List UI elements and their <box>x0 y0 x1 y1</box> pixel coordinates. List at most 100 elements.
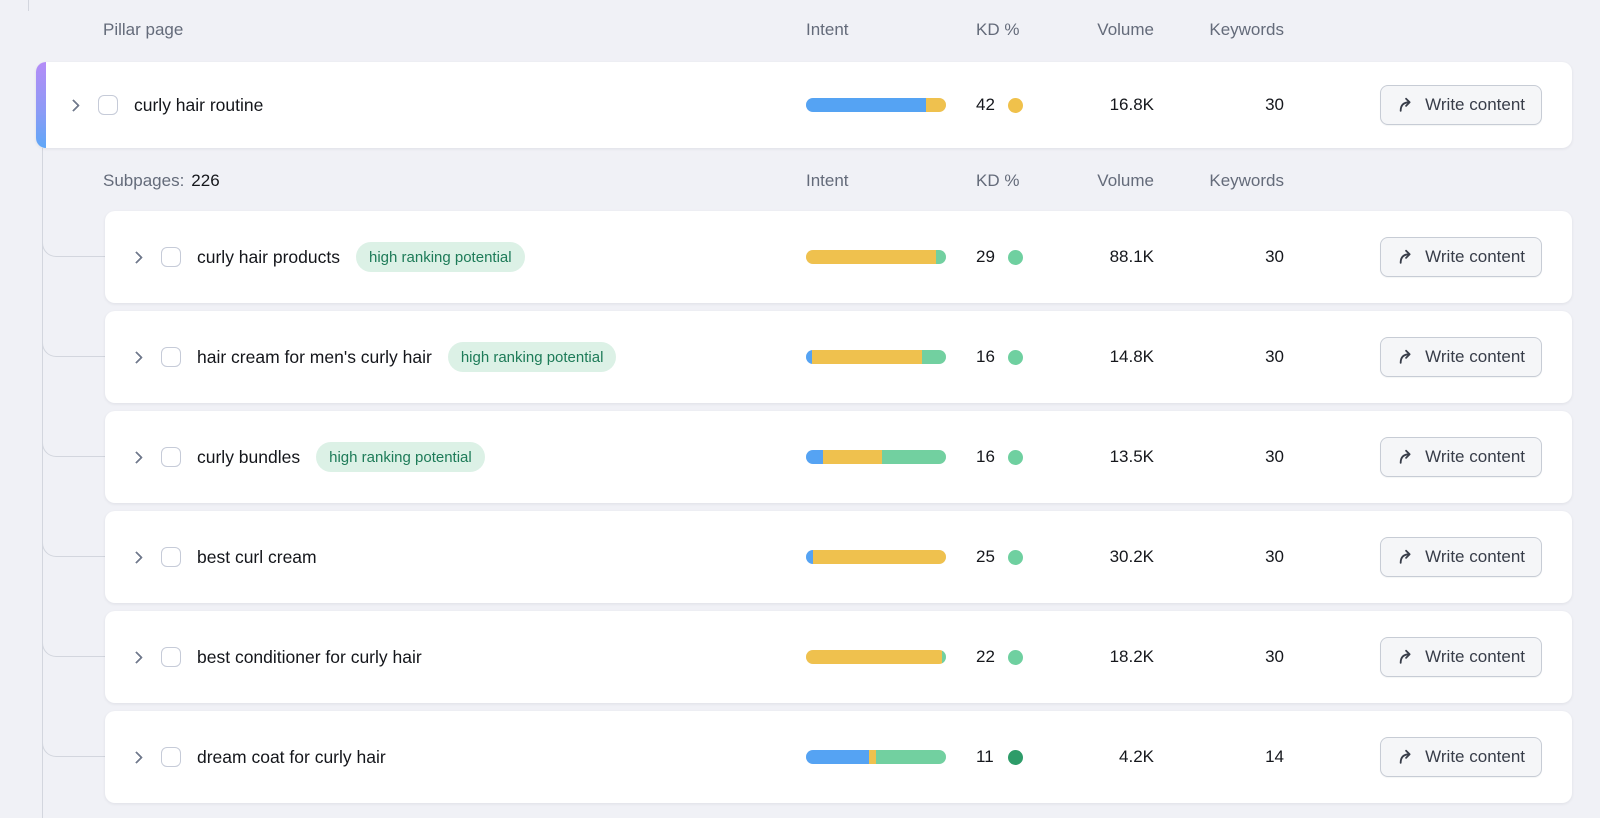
intent-segment-blue <box>806 550 813 564</box>
forward-arrow-icon <box>1397 348 1416 366</box>
forward-arrow-icon <box>1397 648 1416 666</box>
keywords-count: 30 <box>1265 95 1284 114</box>
kd-value: 11 <box>976 747 994 766</box>
write-content-button[interactable]: Write content <box>1380 85 1542 125</box>
intent-segment-green <box>876 750 946 764</box>
expand-chevron-icon[interactable] <box>129 449 145 465</box>
intent-bar <box>806 250 946 264</box>
tree-elbow-connector <box>42 331 105 357</box>
keywords-count: 30 <box>1265 347 1284 366</box>
kd-difficulty-dot <box>1008 649 1023 665</box>
intent-segment-green <box>941 650 946 664</box>
intent-segment-blue <box>806 98 927 112</box>
pillar-page-row: curly hair routine 42 16.8K 30 Write con… <box>36 62 1572 148</box>
row-checkbox[interactable] <box>161 447 181 467</box>
volume-column-header: Volume <box>1097 171 1154 190</box>
intent-segment-green <box>936 250 946 264</box>
subpage-row: best conditioner for curly hair 22 18.2K… <box>105 611 1572 703</box>
intent-segment-yellow <box>813 550 946 564</box>
tree-trunk-line <box>42 148 43 818</box>
write-content-label: Write content <box>1425 95 1525 114</box>
intent-segment-yellow <box>806 650 942 664</box>
write-content-label: Write content <box>1425 447 1525 466</box>
kd-column-header: KD % <box>976 20 1020 39</box>
ranking-badge: high ranking potential <box>447 342 617 372</box>
write-content-button[interactable]: Write content <box>1380 737 1542 777</box>
write-content-button[interactable]: Write content <box>1380 337 1542 377</box>
subpage-title: best conditioner for curly hair <box>197 646 422 667</box>
intent-segment-green <box>922 350 946 364</box>
kd-difficulty-dot <box>1008 749 1023 765</box>
forward-arrow-icon <box>1397 748 1416 766</box>
kd-difficulty-dot <box>1008 349 1023 365</box>
write-content-button[interactable]: Write content <box>1380 637 1542 677</box>
kd-value: 22 <box>976 647 995 666</box>
pillar-page-title: curly hair routine <box>134 94 264 115</box>
row-checkbox[interactable] <box>98 95 118 115</box>
subpage-title: curly bundles <box>197 446 301 467</box>
keywords-column-header: Keywords <box>1209 171 1284 190</box>
kd-value: 16 <box>976 347 995 366</box>
subpage-row: curly hair products high ranking potenti… <box>105 211 1572 303</box>
expand-chevron-icon[interactable] <box>129 749 145 765</box>
kd-value: 25 <box>976 547 995 566</box>
subpage-title: curly hair products <box>197 246 340 267</box>
expand-chevron-icon[interactable] <box>129 549 145 565</box>
pillar-accent-bar <box>36 62 46 148</box>
ranking-badge: high ranking potential <box>355 242 525 272</box>
expand-chevron-icon[interactable] <box>129 649 145 665</box>
intent-segment-blue <box>806 450 823 464</box>
write-content-label: Write content <box>1425 347 1525 366</box>
kd-difficulty-dot <box>1008 549 1023 565</box>
kd-difficulty-dot <box>1008 249 1023 265</box>
subpages-count: 226 <box>191 171 220 190</box>
kd-value: 42 <box>976 95 995 114</box>
subpage-row: hair cream for men's curly hair high ran… <box>105 311 1572 403</box>
keywords-count: 30 <box>1265 447 1284 466</box>
intent-column-header: Intent <box>806 20 849 39</box>
tree-elbow-connector <box>42 431 105 457</box>
write-content-label: Write content <box>1425 247 1525 266</box>
expand-chevron-icon[interactable] <box>129 249 145 265</box>
row-checkbox[interactable] <box>161 347 181 367</box>
row-checkbox[interactable] <box>161 647 181 667</box>
ranking-badge: high ranking potential <box>316 442 485 472</box>
forward-arrow-icon <box>1397 96 1416 114</box>
write-content-label: Write content <box>1425 547 1525 566</box>
expand-chevron-icon[interactable] <box>129 349 145 365</box>
subpage-row: curly bundles high ranking potential 16 … <box>105 411 1572 503</box>
intent-segment-yellow <box>869 750 876 764</box>
volume-value: 13.5K <box>1109 447 1154 466</box>
tree-elbow-connector <box>42 731 105 757</box>
intent-segment-green <box>881 450 946 464</box>
write-content-button[interactable]: Write content <box>1380 437 1542 477</box>
pillar-page-column-header: Pillar page <box>103 20 184 39</box>
subpage-row: dream coat for curly hair 11 4.2K 14 Wri… <box>105 711 1572 803</box>
write-content-button[interactable]: Write content <box>1380 537 1542 577</box>
expand-chevron-icon[interactable] <box>66 97 82 113</box>
subpage-row: best curl cream 25 30.2K 30 Write conten… <box>105 511 1572 603</box>
row-checkbox[interactable] <box>161 547 181 567</box>
row-checkbox[interactable] <box>161 247 181 267</box>
volume-value: 4.2K <box>1119 747 1154 766</box>
write-content-button[interactable]: Write content <box>1380 237 1542 277</box>
intent-segment-blue <box>806 750 869 764</box>
tree-elbow-connector <box>42 231 105 257</box>
table-header: Pillar page Intent KD % Volume Keywords <box>36 0 1572 60</box>
intent-segment-yellow <box>811 350 923 364</box>
intent-segment-yellow <box>806 250 937 264</box>
intent-bar <box>806 650 946 664</box>
intent-bar <box>806 550 946 564</box>
write-content-label: Write content <box>1425 647 1525 666</box>
volume-value: 18.2K <box>1109 647 1154 666</box>
kd-difficulty-dot <box>1008 449 1023 465</box>
volume-value: 88.1K <box>1109 247 1154 266</box>
intent-bar <box>806 450 946 464</box>
keywords-count: 14 <box>1265 747 1284 766</box>
intent-column-header: Intent <box>806 171 849 190</box>
intent-segment-blue <box>806 350 812 364</box>
row-checkbox[interactable] <box>161 747 181 767</box>
kd-value: 29 <box>976 247 995 266</box>
keywords-count: 30 <box>1265 247 1284 266</box>
intent-bar <box>806 98 946 112</box>
